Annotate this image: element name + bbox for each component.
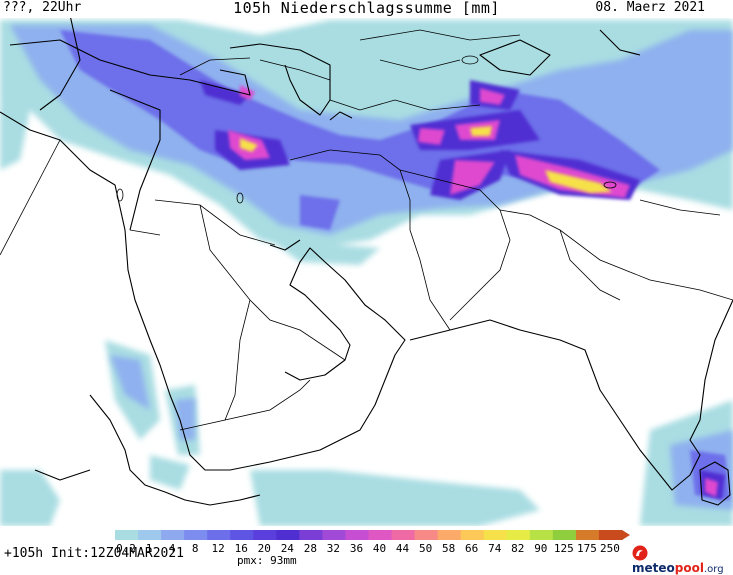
legend-swatch — [230, 530, 254, 540]
precipitation-color-legend: 0.2 1 4 8 12 16 20 24 28 32 36 40 44 50 58 66 74 82 90 125 1… — [115, 530, 630, 555]
legend-swatch — [322, 530, 346, 540]
legend-value-label: 175 — [577, 542, 597, 555]
legend-swatch — [207, 530, 231, 540]
legend-swatch — [391, 530, 416, 540]
precip-peak-band — [240, 126, 612, 193]
forecast-init-label: +105h Init:12Z04MAR2021 — [4, 546, 185, 561]
legend-swatch — [138, 530, 162, 540]
legend-swatch — [483, 530, 508, 540]
legend-value-label: 58 — [442, 542, 455, 555]
legend-swatch — [276, 530, 300, 540]
max-precip-label: pmx: 93mm — [237, 554, 297, 567]
legend-swatch — [575, 530, 600, 540]
legend-value-label: 1 — [146, 542, 153, 555]
legend-swatch — [414, 530, 439, 540]
legend-value-label: 125 — [554, 542, 574, 555]
meteopool-logo[interactable]: meteopool.org — [632, 545, 733, 575]
meteopool-logo-icon — [632, 545, 648, 561]
coastlines — [0, 18, 733, 506]
logo-name-pool: pool — [674, 561, 704, 575]
legend-value-label: 20 — [258, 542, 271, 555]
legend-value-label: 0.2 — [116, 542, 136, 555]
map-title: 105h Niederschlagssumme [mm] — [233, 0, 500, 17]
legend-value-label: 40 — [373, 542, 386, 555]
legend-swatch — [299, 530, 323, 540]
legend-value-label: 44 — [396, 542, 410, 555]
lakes — [116, 55, 617, 204]
legend-value-label: 32 — [327, 542, 340, 555]
legend-value-label: 66 — [465, 542, 478, 555]
legend-value-label: 36 — [350, 542, 363, 555]
legend-value-label: 250 — [600, 542, 620, 555]
legend-value-label: 12 — [212, 542, 225, 555]
legend-swatch — [598, 530, 623, 540]
legend-value-label: 8 — [192, 542, 199, 555]
legend-swatch — [161, 530, 185, 540]
precipitation-map — [0, 18, 733, 526]
legend-swatch — [184, 530, 208, 540]
legend-value-label: 74 — [488, 542, 502, 555]
legend-overflow-arrow — [622, 530, 630, 540]
legend-swatch — [345, 530, 369, 540]
legend-swatch — [460, 530, 485, 540]
legend-swatch — [253, 530, 277, 540]
legend-swatch-bar — [115, 530, 630, 540]
legend-swatch — [115, 530, 139, 540]
legend-swatch — [368, 530, 393, 540]
legend-value-label: 24 — [281, 542, 295, 555]
legend-value-label: 50 — [419, 542, 432, 555]
legend-value-label: 82 — [511, 542, 524, 555]
legend-swatch — [552, 530, 577, 540]
logo-name-meteo: meteo — [632, 561, 675, 575]
legend-value-labels: 0.2 1 4 8 12 16 20 24 28 32 36 40 44 50 58 66 74 82 90 125 1… — [116, 542, 620, 555]
borders — [0, 29, 733, 431]
legend-value-label: 16 — [235, 542, 248, 555]
legend-swatch — [506, 530, 531, 540]
legend-swatch — [529, 530, 554, 540]
valid-date-label: 08. Maerz 2021 — [595, 0, 705, 15]
legend-value-label: 90 — [534, 542, 547, 555]
valid-time-label: ???, 22Uhr — [3, 0, 82, 15]
legend-swatch — [437, 530, 462, 540]
legend-value-label: 4 — [169, 542, 176, 555]
legend-value-label: 28 — [304, 542, 317, 555]
